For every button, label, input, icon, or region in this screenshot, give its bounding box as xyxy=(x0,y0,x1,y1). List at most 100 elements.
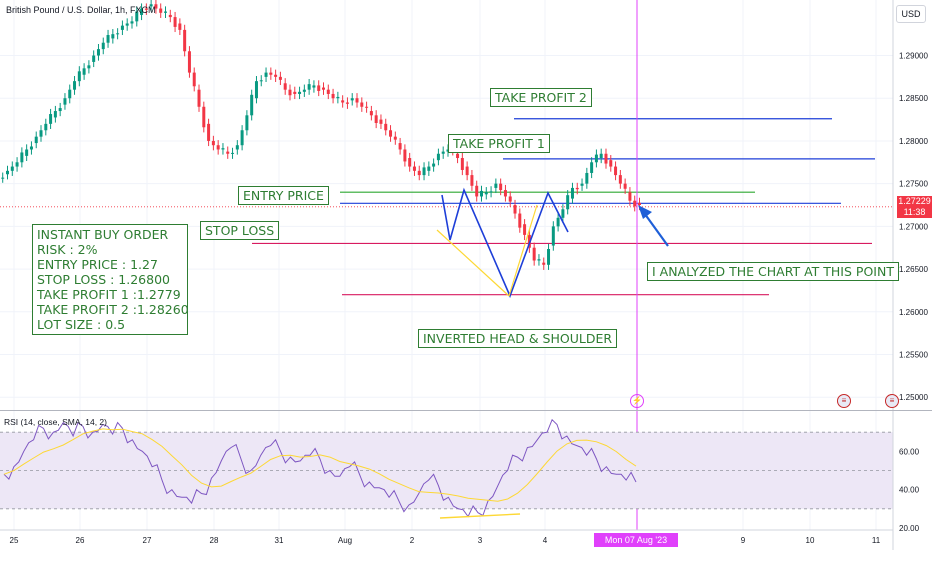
candle-body xyxy=(618,175,622,184)
time-tick-label: 28 xyxy=(210,536,219,545)
candle-body xyxy=(638,202,641,205)
time-tick-label: Aug xyxy=(338,536,352,545)
entry-price-label[interactable]: ENTRY PRICE xyxy=(238,186,329,205)
candle-body xyxy=(523,224,527,235)
candle-body xyxy=(159,8,163,13)
candle-body xyxy=(49,114,53,124)
candle-body xyxy=(312,85,316,88)
candle-body xyxy=(532,247,536,261)
current-price-value: 1.27229 xyxy=(898,196,931,206)
candle-body xyxy=(1,177,5,179)
us-flag-icon[interactable]: ≡ xyxy=(885,394,899,408)
candle-body xyxy=(465,166,469,176)
candle-body xyxy=(120,25,124,30)
candle-body xyxy=(590,162,594,173)
candle-body xyxy=(216,145,220,150)
price-tick-label: 1.26500 xyxy=(899,265,928,274)
order-line: TAKE PROFIT 2 :1.28260 xyxy=(37,302,189,317)
candle-body xyxy=(355,98,359,103)
order-box: INSTANT BUY ORDER RISK : 2% ENTRY PRICE … xyxy=(32,224,189,335)
level-lines xyxy=(0,0,893,530)
candle-body xyxy=(460,158,464,170)
candle-body xyxy=(551,226,555,246)
candle-body xyxy=(77,71,81,82)
time-tick-label: 11 xyxy=(872,536,881,545)
rsi-ma-line xyxy=(3,428,637,502)
rsi-divergence-line xyxy=(439,513,521,519)
candle-body xyxy=(365,106,369,108)
candle-body xyxy=(178,23,182,30)
candle-body xyxy=(68,89,72,99)
candle-body xyxy=(537,259,541,261)
rsi-pane xyxy=(0,418,893,519)
candle-body xyxy=(336,96,340,99)
arrow-head xyxy=(638,205,652,219)
candle-body xyxy=(441,151,445,154)
pane-separator[interactable] xyxy=(0,410,932,411)
time-tick-label: 25 xyxy=(10,536,19,545)
take-profit-2-label[interactable]: TAKE PROFIT 2 xyxy=(490,88,592,107)
candle-body xyxy=(187,51,191,73)
candle-body xyxy=(470,175,474,186)
candle-body xyxy=(10,166,14,171)
candle-body xyxy=(446,149,450,152)
candle-body xyxy=(231,152,235,154)
time-tick-label: 31 xyxy=(275,536,284,545)
candle-body xyxy=(633,200,637,207)
candle-body xyxy=(398,143,402,150)
order-line: INSTANT BUY ORDER xyxy=(37,227,169,242)
candle-body xyxy=(25,149,29,156)
candle-body xyxy=(278,76,282,80)
candle-body xyxy=(489,191,493,193)
time-tick-label: 26 xyxy=(76,536,85,545)
candle-body xyxy=(580,183,584,186)
time-tick-label: 10 xyxy=(806,536,815,545)
candle-body xyxy=(412,166,416,171)
rsi-tick-label: 60.00 xyxy=(899,447,920,456)
candle-body xyxy=(480,190,483,197)
stop-loss-label[interactable]: STOP LOSS xyxy=(200,221,280,240)
candle-body xyxy=(475,185,479,197)
candle-body xyxy=(221,148,225,150)
us-flag-icon[interactable]: ≡ xyxy=(837,394,851,408)
candle-body xyxy=(274,74,278,77)
current-price-tag: 1.27229 11:38 xyxy=(897,196,932,218)
candle-body xyxy=(92,55,96,62)
candle-body xyxy=(269,72,273,75)
analysis-note-label[interactable]: I ANALYZED THE CHART AT THIS POINT xyxy=(647,262,899,281)
candle-body xyxy=(111,34,115,39)
candle-body xyxy=(226,151,230,154)
candle-body xyxy=(144,8,148,10)
candle-body xyxy=(264,72,268,77)
candle-body xyxy=(561,209,565,218)
price-tick-label: 1.27000 xyxy=(899,222,928,231)
candle-body xyxy=(149,4,153,7)
time-tick-label: 2 xyxy=(410,536,415,545)
candle-body xyxy=(106,35,110,43)
candle-body xyxy=(58,108,62,112)
price-axis-bg xyxy=(893,0,932,550)
candle-body xyxy=(369,111,373,116)
candle-body xyxy=(350,98,354,101)
pattern-polyline xyxy=(441,187,569,299)
time-tick-label: 4 xyxy=(543,536,548,545)
lightning-icon[interactable]: ⚡ xyxy=(630,394,644,408)
candle-body xyxy=(499,183,503,191)
price-tick-label: 1.26000 xyxy=(899,308,928,317)
chart-title: British Pound / U.S. Dollar, 1h, FXCM xyxy=(6,5,156,15)
pattern-lines xyxy=(436,187,669,299)
currency-button[interactable]: USD xyxy=(896,5,926,23)
candle-body xyxy=(192,72,196,87)
candle-body xyxy=(20,152,24,163)
candle-body xyxy=(29,146,33,150)
candle-body xyxy=(432,163,436,167)
pattern-label[interactable]: INVERTED HEAD & SHOULDER xyxy=(418,329,618,348)
take-profit-1-label[interactable]: TAKE PROFIT 1 xyxy=(448,134,550,153)
candle-body xyxy=(614,166,618,176)
candles xyxy=(1,0,641,270)
candle-body xyxy=(379,119,383,124)
candle-body xyxy=(245,115,249,131)
candle-body xyxy=(302,89,306,92)
